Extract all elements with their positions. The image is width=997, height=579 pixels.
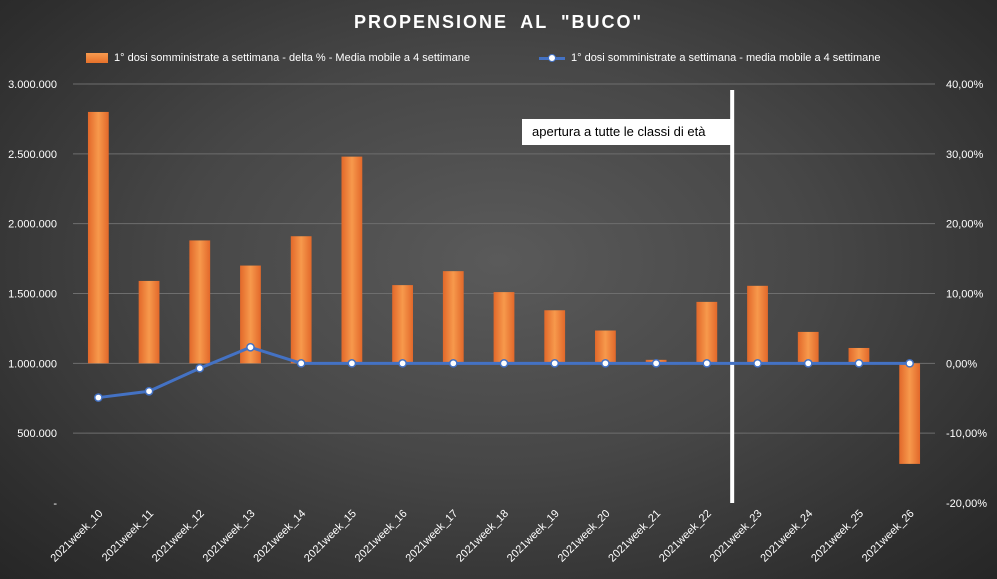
- left-axis-tick-label: 1.500.000: [8, 289, 57, 301]
- line-point: [296, 358, 306, 368]
- bar: [290, 236, 312, 364]
- x-axis-tick-label: 2021week_24: [758, 508, 815, 565]
- bar: [899, 363, 921, 464]
- bar: [848, 347, 870, 364]
- x-axis-tick-label: 2021week_11: [100, 508, 156, 564]
- x-axis-tick-label: 2021week_19: [505, 508, 562, 565]
- line-point: [246, 342, 255, 352]
- bar: [747, 285, 768, 364]
- line-point: [347, 358, 357, 368]
- bar: [392, 285, 413, 364]
- x-axis-tick-label: 2021week_17: [403, 508, 460, 565]
- bar: [240, 265, 261, 364]
- x-axis-tick-label: 2021week_16: [353, 508, 410, 565]
- legend-label-line: 1° dosi somministrate a settimana - medi…: [571, 52, 881, 64]
- bar: [442, 271, 464, 364]
- line-point: [854, 358, 864, 368]
- line-point: [702, 358, 712, 368]
- line-point: [550, 358, 560, 368]
- annotation-label: apertura a tutte le classi di età: [522, 119, 734, 145]
- line-point: [499, 358, 509, 368]
- line-point: [144, 386, 154, 396]
- line-point: [195, 363, 205, 373]
- right-axis-tick-label: 0,00%: [946, 358, 977, 370]
- x-axis-tick-label: 2021week_15: [302, 508, 359, 565]
- line-point: [803, 358, 813, 368]
- legend-line-swatch: [539, 53, 565, 63]
- legend-label-bars: 1° dosi somministrate a settimana - delt…: [114, 52, 470, 64]
- x-axis-tick-label: 2021week_26: [860, 508, 917, 565]
- bar: [189, 240, 211, 364]
- x-axis-tick-label: 2021week_22: [657, 508, 714, 565]
- bar: [341, 156, 363, 364]
- bar: [138, 280, 160, 364]
- x-axis-tick-label: 2021week_18: [454, 508, 511, 565]
- x-axis-tick-label: 2021week_23: [708, 508, 765, 565]
- line-point: [651, 358, 661, 368]
- bar: [595, 330, 616, 364]
- legend-item-bars: 1° dosi somministrate a settimana - delt…: [86, 52, 470, 64]
- left-axis-tick-label: 3.000.000: [8, 79, 57, 91]
- line-point: [448, 358, 458, 368]
- right-axis-tick-label: 40,00%: [946, 79, 984, 91]
- right-axis-tick-label: -20,00%: [946, 498, 987, 510]
- right-axis-tick-label: 10,00%: [946, 289, 984, 301]
- left-axis-tick-label: 2.000.000: [8, 219, 57, 231]
- right-axis-tick-label: 30,00%: [946, 149, 984, 161]
- x-axis-tick-label: 2021week_10: [49, 508, 106, 565]
- bar: [493, 292, 515, 364]
- left-axis-tick-label: 1.000.000: [8, 358, 57, 370]
- bar: [87, 111, 109, 364]
- bar: [797, 331, 819, 364]
- bar: [696, 301, 718, 364]
- line-point: [905, 358, 914, 368]
- line-point: [398, 358, 407, 368]
- left-axis-tick-label: -: [53, 498, 57, 510]
- x-axis-tick-label: 2021week_14: [251, 508, 308, 565]
- legend-item-line: 1° dosi somministrate a settimana - medi…: [539, 52, 880, 64]
- x-axis-tick-label: 2021week_21: [606, 508, 663, 565]
- line-point: [753, 358, 762, 368]
- bar: [544, 310, 566, 364]
- legend-bar-swatch: [86, 53, 108, 63]
- right-axis-tick-label: -10,00%: [946, 428, 987, 440]
- x-axis-tick-label: 2021week_13: [201, 508, 258, 565]
- line-point: [601, 358, 610, 368]
- x-axis-tick-label: 2021week_20: [556, 508, 613, 565]
- x-axis-tick-label: 2021week_12: [150, 508, 207, 565]
- left-axis-tick-label: 2.500.000: [8, 149, 57, 161]
- line-point: [94, 393, 103, 402]
- right-axis-tick-label: 20,00%: [946, 219, 984, 231]
- left-axis-tick-label: 500.000: [17, 428, 57, 440]
- legend: 1° dosi somministrate a settimana - delt…: [0, 52, 997, 68]
- chart-title: PROPENSIONE AL "BUCO": [353, 12, 644, 32]
- x-axis-tick-label: 2021week_25: [809, 508, 866, 565]
